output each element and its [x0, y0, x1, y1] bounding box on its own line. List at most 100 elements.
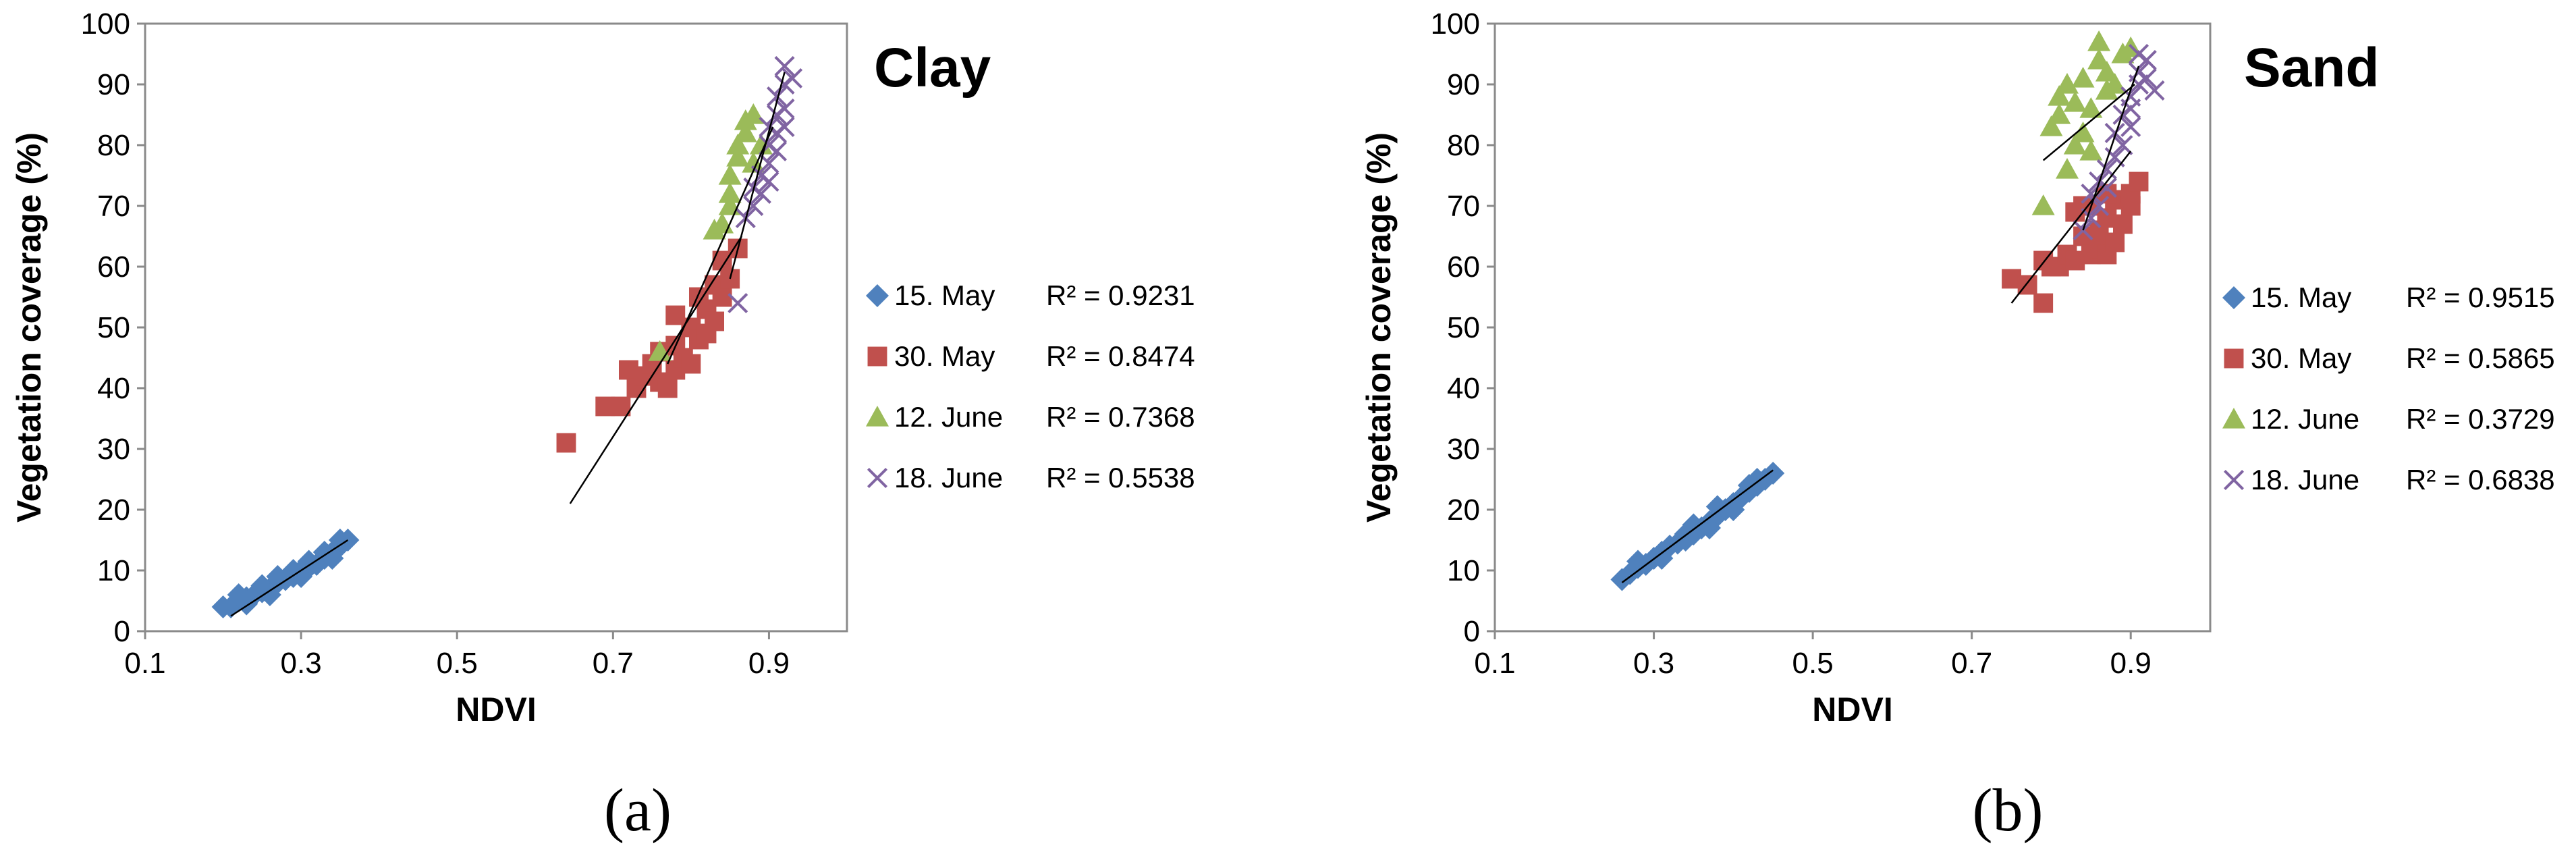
data-point	[2144, 80, 2165, 101]
data-point	[611, 396, 631, 417]
data-point	[2079, 97, 2103, 118]
x-tick-label: 0.7	[1951, 647, 1992, 680]
trendline	[230, 539, 349, 617]
legend-marker	[2223, 469, 2245, 491]
chart-panel-sand: 0 10 20 30 40 50 60 70 80 90 100 0.1 0.3 0.5 0.7 0.9 NDV…	[1360, 7, 2555, 844]
chart-panel-clay: 0 10 20 30 40 50 60 70 80 90 100 0.1 0.3 0.5 0.7 0.9 NDV…	[10, 7, 1195, 844]
trendline	[2042, 84, 2135, 161]
data-point	[2056, 158, 2079, 179]
y-tick-label: 40	[1447, 372, 1480, 405]
y-tick-label: 0	[1464, 615, 1480, 648]
trendline	[1621, 469, 1774, 584]
y-tick-label: 30	[1447, 433, 1480, 466]
x-axis-label: NDVI	[456, 691, 536, 728]
x-tick-label: 0.5	[1792, 647, 1834, 680]
data-point	[712, 287, 732, 307]
data-point	[2096, 159, 2117, 180]
y-tick-label: 10	[97, 554, 130, 587]
data-point	[2112, 134, 2133, 156]
data-point	[258, 583, 281, 606]
panel-caption: (a)	[604, 777, 672, 844]
data-point	[2120, 86, 2141, 107]
x-axis-label: NDVI	[1812, 691, 1892, 728]
panel-caption: (b)	[1973, 777, 2044, 844]
y-tick-label: 50	[1447, 311, 1480, 344]
data-point	[2120, 116, 2141, 138]
x-tick-label: 0.1	[124, 647, 165, 680]
data-point	[2087, 30, 2111, 51]
y-tick-label: 90	[97, 68, 130, 101]
series-18-june	[728, 55, 803, 314]
series-15-may	[211, 529, 360, 618]
legend-marker	[2222, 408, 2245, 429]
data-point	[2128, 43, 2149, 65]
legend-r2-value: R² = 0.6838	[2406, 464, 2555, 496]
y-tick-label: 60	[1447, 250, 1480, 284]
x-tick-label: 0.1	[1474, 647, 1515, 680]
legend-r2-value: R² = 0.3729	[2406, 403, 2555, 435]
legend-r2-value: R² = 0.8474	[1046, 340, 1195, 372]
x-tick-label: 0.9	[748, 647, 790, 680]
data-point	[774, 55, 795, 77]
data-point	[2063, 134, 2087, 155]
y-axis-label: Vegetation coverage (%)	[10, 132, 48, 523]
data-point	[774, 116, 795, 138]
legend-marker	[867, 346, 887, 367]
data-point	[2087, 49, 2111, 70]
data-point	[328, 529, 352, 552]
data-point	[766, 140, 788, 162]
legend-marker	[867, 467, 888, 489]
chart-title: Clay	[874, 37, 991, 99]
data-point	[759, 171, 779, 192]
y-tick-label: 30	[97, 433, 130, 466]
data-point	[657, 378, 678, 398]
data-point	[718, 182, 742, 203]
y-tick-label: 70	[97, 190, 130, 223]
data-point	[297, 550, 321, 573]
y-axis-label: Vegetation coverage (%)	[1360, 132, 1398, 523]
trendline	[667, 126, 774, 365]
legend-label: 30. May	[894, 340, 995, 372]
plot-area-frame	[1493, 22, 2212, 633]
y-tick-label: 100	[1431, 7, 1480, 41]
trendline	[569, 236, 743, 504]
legend-r2-value: R² = 0.5538	[1046, 462, 1195, 493]
data-point	[321, 547, 344, 570]
data-point	[1650, 547, 1674, 570]
series-30-may	[2002, 171, 2149, 313]
legend-label: 15. May	[2251, 282, 2351, 313]
y-tick-label: 10	[1447, 554, 1480, 587]
data-point	[750, 183, 771, 205]
data-point	[2105, 232, 2125, 252]
y-tick-label: 100	[81, 7, 130, 41]
trendline	[729, 72, 786, 279]
data-point	[2071, 67, 2095, 88]
y-tick-label: 20	[1447, 493, 1480, 527]
y-tick-label: 40	[97, 372, 130, 405]
data-point	[726, 146, 750, 167]
data-point	[2048, 85, 2071, 106]
legend-label: 12. June	[2251, 403, 2359, 435]
data-point	[2120, 196, 2141, 216]
data-point	[1682, 513, 1705, 537]
x-tick-label: 0.3	[281, 647, 322, 680]
legend-marker	[866, 406, 889, 427]
data-point	[2063, 91, 2087, 112]
data-point	[749, 134, 773, 155]
legend-label: 18. June	[894, 462, 1003, 493]
x-tick-label: 0.9	[2110, 647, 2152, 680]
trendline	[2082, 65, 2140, 231]
y-tick-label: 0	[114, 615, 130, 648]
data-point	[2103, 73, 2127, 94]
y-tick-label: 80	[1447, 129, 1480, 162]
legend-label: 15. May	[894, 279, 995, 311]
y-tick-label: 50	[97, 311, 130, 344]
data-point	[766, 86, 788, 107]
legend-label: 18. June	[2251, 464, 2359, 496]
legend-marker	[866, 284, 889, 307]
series-18-june	[2073, 43, 2165, 241]
legend-r2-value: R² = 0.5865	[2406, 342, 2555, 374]
x-tick-label: 0.3	[1633, 647, 1674, 680]
legend-label: 12. June	[894, 401, 1003, 433]
